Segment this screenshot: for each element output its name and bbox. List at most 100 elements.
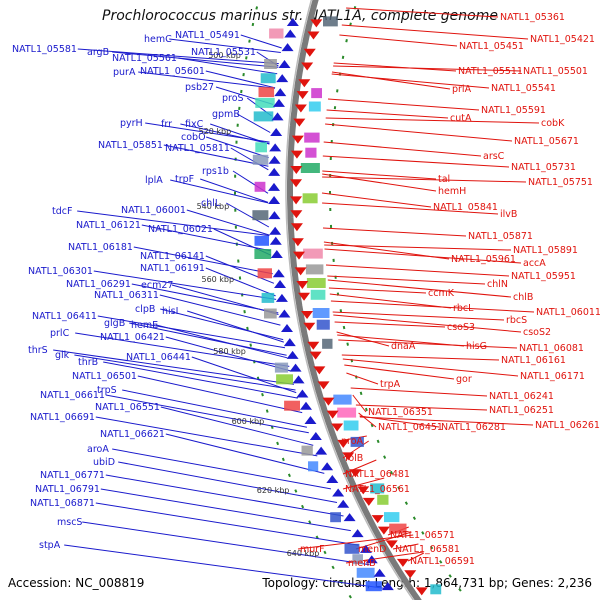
forward-gene-label: NATL1_06501 [72, 371, 137, 382]
feature-block [255, 142, 267, 153]
reverse-gene-arrow [290, 223, 303, 232]
reverse-gene-label: chlB [513, 292, 533, 303]
feature-block [302, 193, 318, 204]
feature-block [269, 28, 284, 39]
feature-block [343, 420, 359, 431]
forward-gene-arrow [274, 88, 287, 97]
reverse-leader-line [341, 24, 529, 40]
feature-block [284, 400, 300, 411]
forward-gene-arrow [274, 280, 287, 289]
reverse-gene-arrow [404, 570, 417, 579]
reverse-gene-label: csoS3 [447, 322, 475, 333]
forward-gene-label: NATL1_05811 [165, 143, 230, 154]
reverse-gene-arrow [290, 150, 303, 159]
reverse-gene-label: NATL1_05891 [513, 245, 578, 256]
forward-gene-arrow [278, 309, 291, 318]
forward-leader-line [122, 389, 307, 428]
reverse-gene-label: NATL1_06011 [536, 307, 600, 318]
forward-gene-arrow [304, 416, 317, 425]
feature-block [264, 308, 277, 319]
reverse-gene-label: NATL1_06241 [489, 391, 554, 402]
forward-gene-label: hemC [144, 34, 172, 45]
kbp-marker: 640 kbp [287, 549, 320, 558]
forward-gene-label: NATL1_05851 [98, 140, 163, 151]
forward-leader-line [169, 38, 281, 53]
forward-gene-arrow [289, 363, 302, 372]
reverse-gene-arrow [291, 238, 304, 247]
feature-block [370, 483, 385, 494]
forward-gene-arrow [373, 568, 386, 577]
reverse-gene-label: NATL1_06481 [345, 469, 410, 480]
forward-gene-arrow [283, 338, 296, 347]
forward-gene-arrow [321, 462, 334, 471]
feature-block [254, 181, 266, 192]
forward-gene-label: NATL1_06411 [32, 311, 97, 322]
feature-block [252, 210, 269, 221]
kbp-marker: 540 kbp [197, 202, 230, 211]
forward-gene-label: chlL [201, 198, 221, 209]
reverse-gene-arrow [296, 281, 309, 290]
reverse-gene-arrow [322, 397, 335, 406]
feature-block [276, 374, 293, 385]
forward-leader-line [138, 71, 276, 89]
forward-leader-line [205, 70, 276, 89]
forward-leader-line [93, 270, 277, 300]
forward-gene-label: NATL1_06311 [94, 290, 159, 301]
reverse-gene-label: hisG [466, 341, 487, 352]
forward-gene-label: NATL1_05491 [175, 30, 240, 41]
forward-gene-label: tdcF [52, 206, 72, 217]
forward-gene-arrow [299, 401, 312, 410]
reverse-gene-label: menB [348, 558, 376, 569]
forward-leader-line [95, 502, 359, 546]
feature-block [305, 264, 324, 275]
forward-gene-arrow [326, 474, 339, 483]
forward-gene-label: pyrH [120, 118, 143, 129]
forward-leader-line [118, 461, 338, 503]
backbone-arcs [234, 0, 469, 600]
reverse-leader-line [350, 387, 488, 397]
forward-leader-line [137, 375, 303, 414]
reverse-leader-line [338, 339, 518, 349]
forward-gene-arrow [351, 529, 364, 538]
reverse-gene-label: NATL1_05511 [458, 66, 523, 77]
forward-gene-label: NATL1_06021 [148, 224, 213, 235]
reverse-leader-line [344, 364, 455, 380]
forward-gene-arrow [278, 59, 291, 68]
reverse-gene-label: trpA [380, 379, 401, 390]
forward-gene-label: NATL1_05581 [12, 44, 77, 55]
reverse-leader-line [327, 275, 486, 285]
forward-gene-arrow [365, 555, 378, 564]
reverse-gene-label: menD [358, 544, 386, 555]
forward-gene-arrow [309, 432, 322, 441]
forward-gene-label: trpS [97, 385, 117, 396]
reverse-leader-line [322, 202, 499, 215]
forward-gene-arrow [381, 582, 394, 591]
forward-gene-arrow [268, 155, 281, 164]
reverse-gene-arrow [349, 469, 362, 478]
forward-gene-arrow [268, 167, 281, 176]
reverse-gene-arrow [396, 558, 409, 567]
forward-leader-line [97, 315, 286, 349]
reverse-gene-label: NATL1_06281 [441, 422, 506, 433]
kbp-marker: 560 kbp [201, 275, 234, 284]
reverse-gene-arrow [385, 540, 398, 549]
reverse-leader-line [331, 73, 490, 89]
reverse-leader-line [331, 71, 451, 90]
feature-block [308, 101, 321, 112]
feature-block [323, 16, 338, 27]
kbp-marker: 580 kbp [213, 347, 246, 356]
reverse-gene-arrow [296, 91, 309, 100]
forward-leader-line [210, 123, 270, 145]
forward-leader-line [165, 433, 325, 474]
forward-gene-label: NATL1_06551 [95, 402, 160, 413]
feature-block [316, 319, 330, 330]
reverse-leader-line [334, 321, 446, 328]
kbp-marker: 500 kbp [208, 51, 241, 60]
map-title: Prochlorococcus marinus str. NATL1A, com… [102, 8, 498, 24]
reverse-gene-label: tal [438, 174, 450, 185]
forward-leader-line [77, 48, 279, 65]
reverse-leader-line [339, 34, 458, 47]
forward-leader-line [103, 361, 298, 399]
reverse-leader-line [342, 477, 385, 490]
forward-gene-label: argB [87, 47, 109, 58]
